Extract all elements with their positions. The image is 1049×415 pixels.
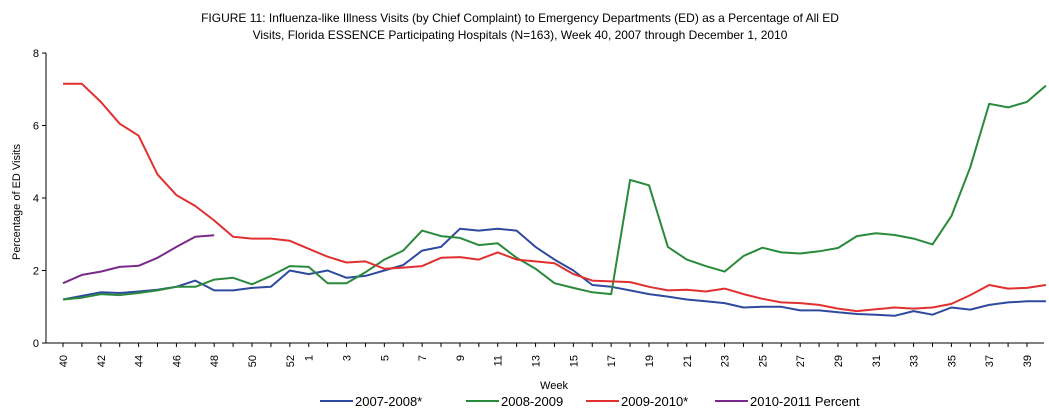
series-line-1 [62,84,1047,301]
chart-title: FIGURE 11: Influenza-like Illness Visits… [201,11,839,42]
x-tick-label: 21 [682,355,694,367]
x-tick-label: 13 [531,355,543,367]
x-axis-label: Week [540,380,568,392]
y-tick-label: 2 [33,266,39,278]
x-tick-label: 31 [871,355,883,367]
legend-label-2: 2009-2010* [621,394,688,409]
x-tick-label: 44 [134,355,146,367]
y-tick-label: 8 [33,48,39,60]
x-tick-label: 40 [58,355,70,367]
x-axis-ticks: 40 42 44 46 48 50 52 1 3 5 7 9 11 13 15 17 19 21 23 25 27 29 3… [58,343,1034,367]
x-tick-label: 7 [417,355,429,361]
x-tick-label: 33 [909,355,921,367]
x-tick-label: 15 [568,355,580,367]
y-tick-label: 4 [33,193,39,205]
x-tick-label: 11 [493,355,505,366]
chart-title-line-2: Visits, Florida ESSENCE Participating Ho… [253,28,788,42]
x-tick-label: 5 [379,355,391,361]
x-tick-label: 39 [1022,355,1034,367]
series-line-3 [62,234,215,285]
x-tick-label: 29 [833,355,845,367]
x-tick-label: 9 [455,355,467,361]
x-tick-label: 48 [209,355,221,367]
y-axis-label: Percentage of ED Visits [11,144,23,260]
x-tick-label: 42 [96,355,108,367]
legend-label-3: 2010-2011 Percent [750,394,860,409]
y-axis-ticks: 0 2 4 6 8 [33,48,46,350]
x-tick-label: 35 [946,355,958,367]
x-tick-label: 52 [285,355,297,367]
plot-area [45,53,1044,344]
legend-label-1: 2008-2009 [501,394,563,409]
y-tick-label: 6 [33,121,39,133]
x-tick-label: 17 [606,355,618,367]
x-tick-label: 23 [720,355,732,367]
y-tick-label: 0 [33,338,39,350]
series-line-2 [63,82,1047,313]
legend: 2007-2008* 2008-2009 2009-2010* 2010-2011 P… [320,394,860,409]
chart-title-line-1: FIGURE 11: Influenza-like Illness Visits… [201,11,839,25]
x-tick-label: 50 [247,355,259,367]
legend-label-0: 2007-2008* [355,394,422,409]
series-lines [62,82,1047,317]
x-tick-label: 3 [342,355,354,361]
x-tick-label: 37 [984,355,996,367]
x-tick-label: 25 [757,355,769,367]
x-tick-label: 46 [171,355,183,367]
x-tick-label: 1 [304,355,316,361]
series-line-0 [62,227,1046,317]
x-tick-label: 19 [644,355,656,367]
x-tick-label: 27 [795,355,807,367]
